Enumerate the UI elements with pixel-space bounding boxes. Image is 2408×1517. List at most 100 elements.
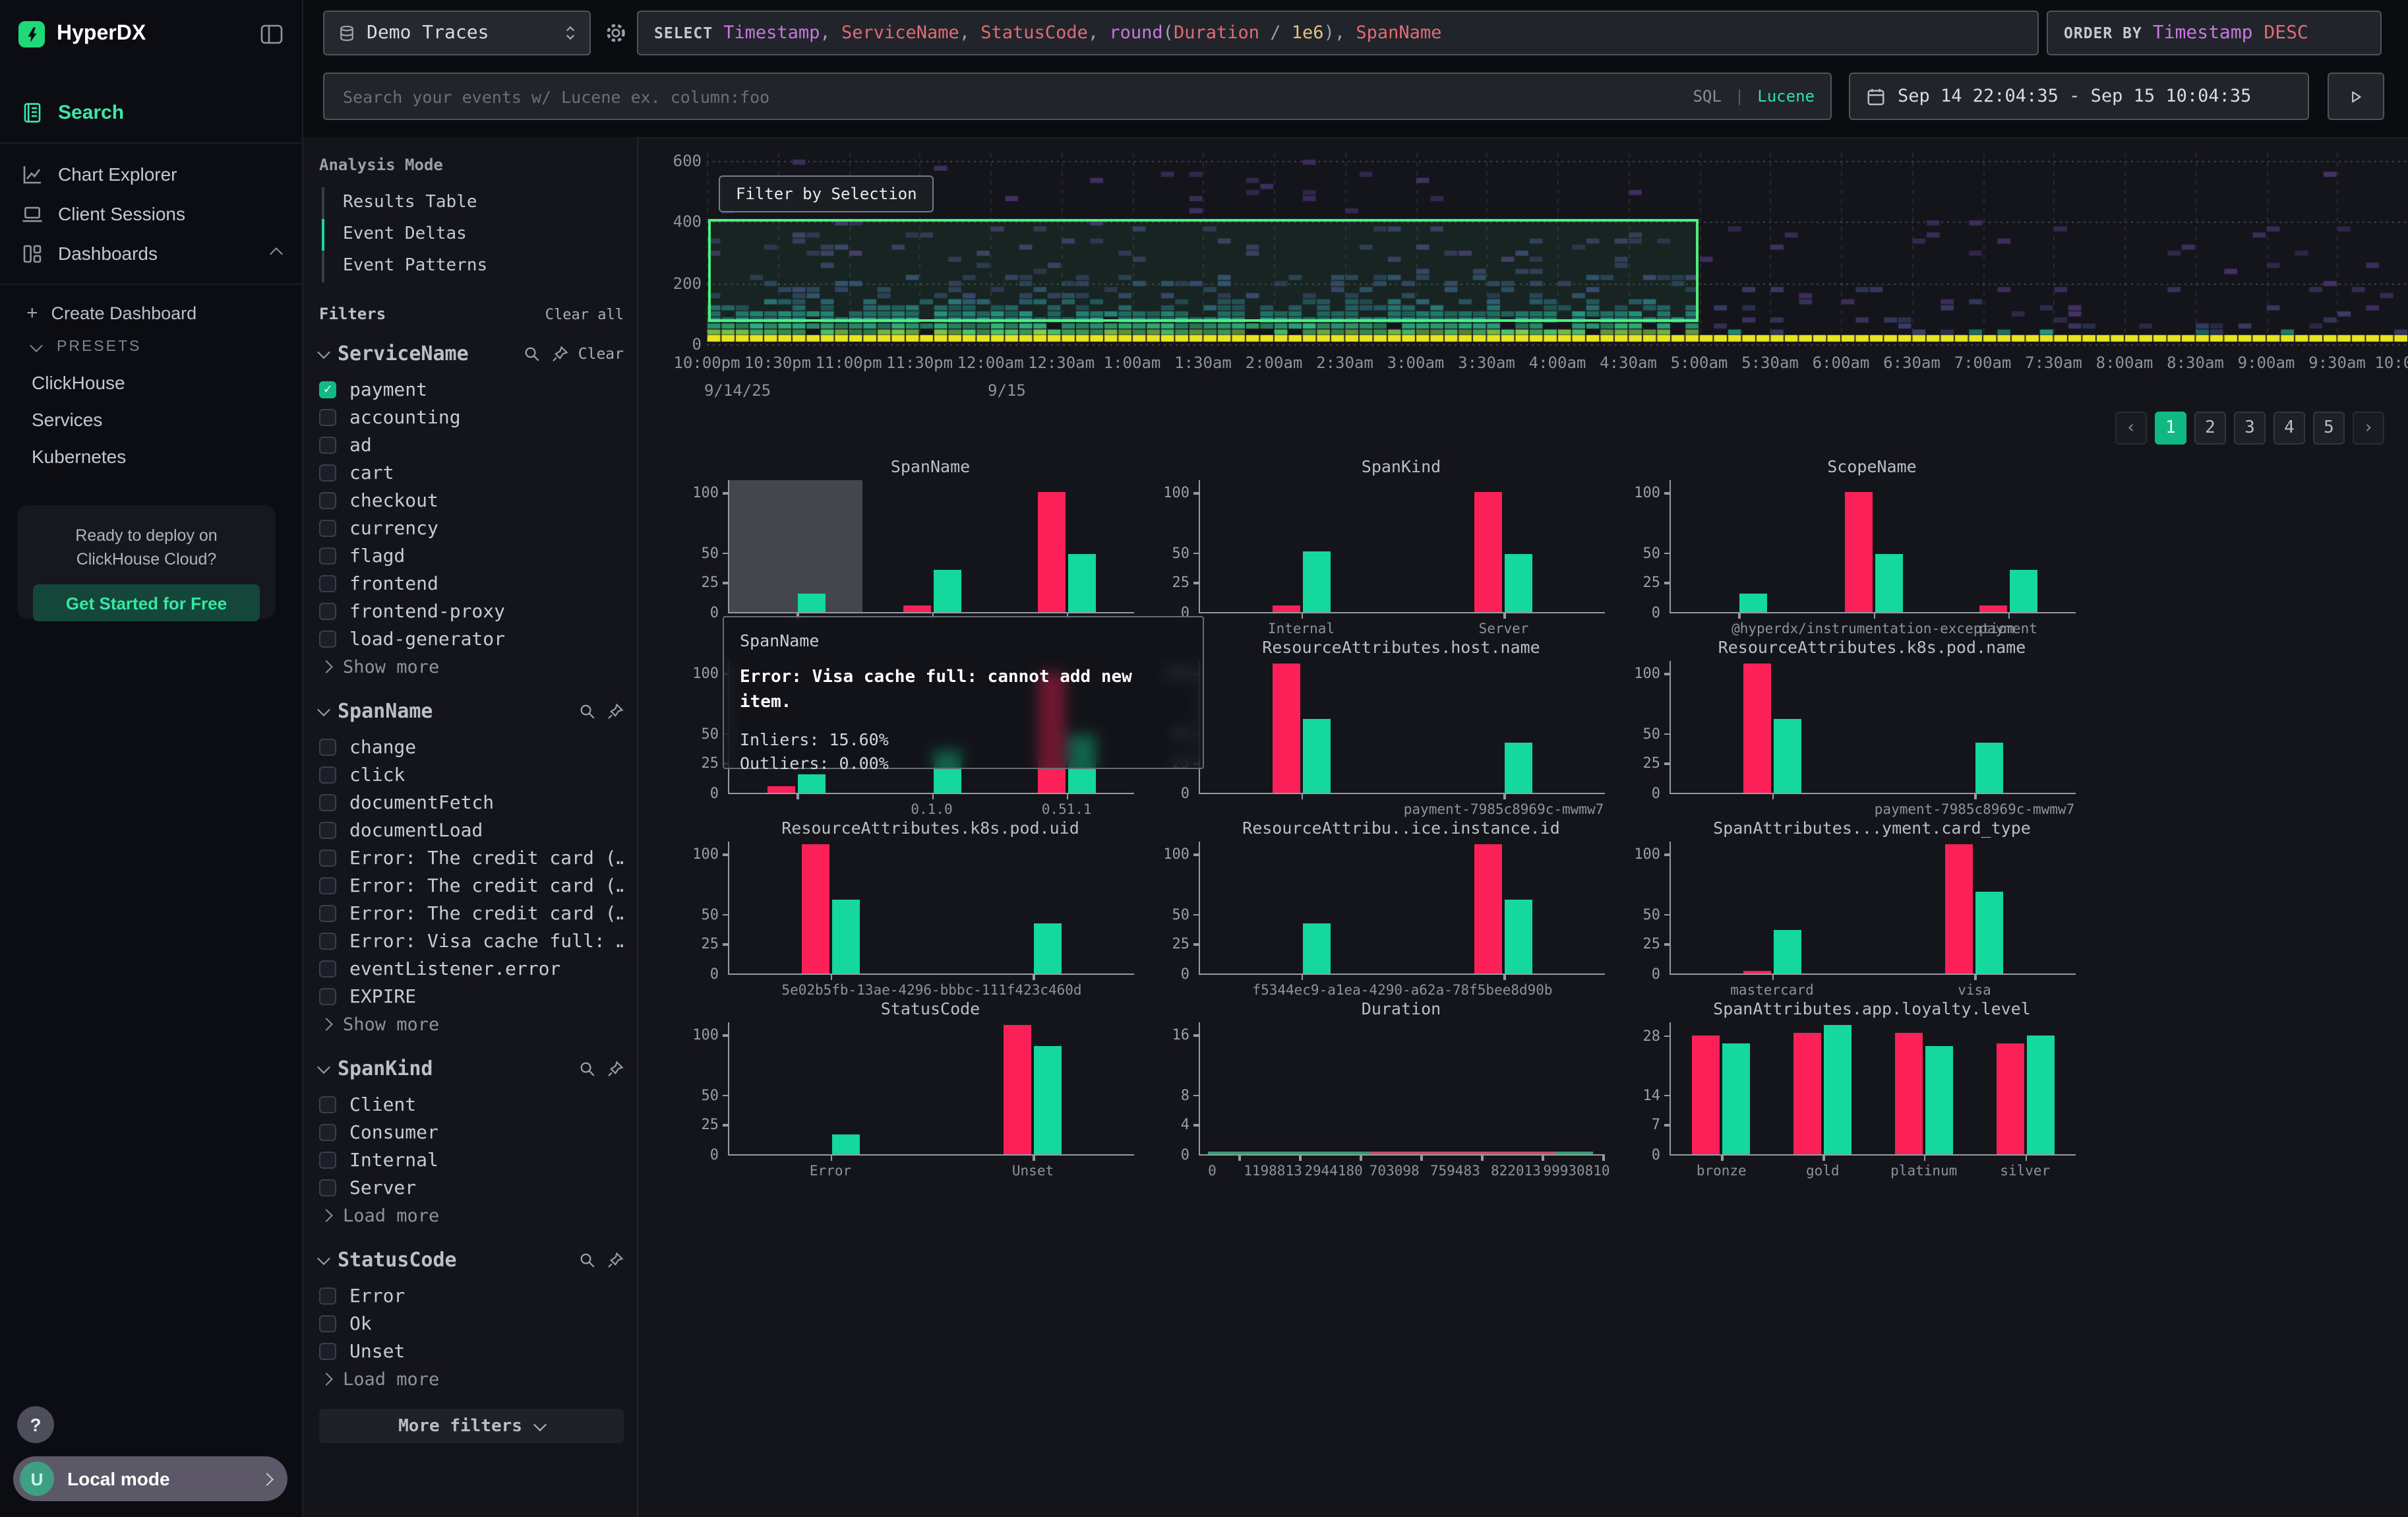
get-started-button[interactable]: Get Started for Free bbox=[33, 584, 260, 622]
delta-chart-spanattributes-yment-card-type[interactable]: SpanAttributes...yment.card_type 100 50 25 0… bbox=[1617, 818, 2088, 999]
filter-option[interactable]: click bbox=[319, 761, 624, 789]
checkbox[interactable] bbox=[319, 1152, 336, 1169]
filter-option[interactable]: Server bbox=[319, 1174, 624, 1202]
pagination-page-4[interactable]: 4 bbox=[2273, 412, 2305, 445]
source-select[interactable]: Demo Traces bbox=[323, 11, 591, 55]
filter-option[interactable]: change bbox=[319, 733, 624, 761]
delta-chart-spankind[interactable]: SpanKind 100 50 25 0 Internal Server bbox=[1146, 456, 1617, 637]
delta-chart-scopename[interactable]: ScopeName 100 50 25 0 @hyperdx/instrumentatio… bbox=[1617, 456, 2088, 637]
sidebar-item-services[interactable]: Services bbox=[0, 401, 302, 438]
filter-option[interactable]: documentLoad bbox=[319, 817, 624, 844]
filter-group-show-more[interactable]: Show more bbox=[319, 1010, 624, 1038]
filter-option[interactable]: EXPIRE bbox=[319, 983, 624, 1010]
filter-option[interactable]: Internal bbox=[319, 1146, 624, 1174]
checkbox[interactable] bbox=[319, 960, 336, 977]
clear-all-button[interactable]: Clear all bbox=[545, 305, 624, 323]
sidebar-item-clickhouse[interactable]: ClickHouse bbox=[0, 364, 302, 401]
sidebar-item-chart-explorer[interactable]: Chart Explorer bbox=[0, 154, 302, 194]
pin-icon[interactable] bbox=[607, 702, 624, 720]
delta-chart-resourceattribu-ice-instance-id[interactable]: ResourceAttribu..ice.instance.id 100 50 25 0… bbox=[1146, 818, 1617, 999]
heatmap-selection-box[interactable] bbox=[708, 219, 1699, 322]
checkbox[interactable] bbox=[319, 631, 336, 648]
filter-option[interactable]: Error: The credit card (… bbox=[319, 872, 624, 900]
filter-group-header-spanname[interactable]: SpanName bbox=[317, 698, 624, 724]
filter-group-header-spankind[interactable]: SpanKind bbox=[317, 1055, 624, 1082]
checkbox[interactable] bbox=[319, 766, 336, 784]
checkbox[interactable] bbox=[319, 547, 336, 565]
filter-option[interactable]: Client bbox=[319, 1091, 624, 1119]
filter-group-load-more[interactable]: Load more bbox=[319, 1202, 624, 1229]
delta-chart-duration[interactable]: Duration 16 8 4 0 0 1198813 2944180 703098 759483… bbox=[1146, 999, 1617, 1179]
filter-option[interactable]: frontend-proxy bbox=[319, 598, 624, 625]
time-range-picker[interactable]: Sep 14 22:04:35 - Sep 15 10:04:35 bbox=[1849, 73, 2309, 120]
delta-chart-resourceattributes-k8s-pod-name[interactable]: ResourceAttributes.k8s.pod.name 100 50 25 0 p… bbox=[1617, 637, 2088, 818]
filter-option[interactable]: Error: The credit card (… bbox=[319, 900, 624, 927]
checkbox[interactable] bbox=[319, 1179, 336, 1196]
filter-option[interactable]: Error: The credit card (… bbox=[319, 844, 624, 872]
filter-option[interactable]: Error: Visa cache full: … bbox=[319, 927, 624, 955]
checkbox[interactable] bbox=[319, 492, 336, 509]
run-query-button[interactable] bbox=[2328, 73, 2384, 120]
filter-option[interactable]: load-generator bbox=[319, 625, 624, 653]
user-menu[interactable]: U Local mode bbox=[13, 1456, 287, 1501]
filter-option[interactable]: cart bbox=[319, 459, 624, 487]
search-icon[interactable] bbox=[579, 1060, 596, 1077]
pin-icon[interactable] bbox=[607, 1251, 624, 1268]
checkbox[interactable] bbox=[319, 794, 336, 811]
sidebar-item-dashboards[interactable]: Dashboards bbox=[0, 233, 302, 273]
sidebar-collapse-icon[interactable] bbox=[260, 24, 284, 45]
order-by-input[interactable]: ORDER BY Timestamp DESC bbox=[2047, 11, 2382, 55]
mode-sql[interactable]: SQL bbox=[1693, 87, 1722, 106]
checkbox[interactable] bbox=[319, 603, 336, 620]
mode-lucene[interactable]: Lucene bbox=[1757, 87, 1815, 106]
search-icon[interactable] bbox=[579, 1251, 596, 1268]
filter-option[interactable]: ✓ payment bbox=[319, 376, 624, 404]
filter-group-header-servicename[interactable]: ServiceName Clear bbox=[317, 340, 624, 367]
pagination-next-button[interactable]: › bbox=[2353, 412, 2384, 445]
checkbox[interactable] bbox=[319, 409, 336, 426]
search-icon[interactable] bbox=[524, 345, 541, 362]
filter-option[interactable]: documentFetch bbox=[319, 789, 624, 817]
delta-chart-statuscode[interactable]: StatusCode 100 50 25 0 Error Unset bbox=[675, 999, 1146, 1179]
delta-chart-resourceattributes-k8s-pod-uid[interactable]: ResourceAttributes.k8s.pod.uid 100 50 25 0 5e… bbox=[675, 818, 1146, 999]
sidebar-item-search[interactable]: Search bbox=[0, 92, 302, 132]
delta-chart-spanname[interactable]: SpanName 100 50 25 0 bbox=[675, 456, 1146, 637]
checkbox[interactable] bbox=[319, 739, 336, 756]
create-dashboard-button[interactable]: + Create Dashboard bbox=[0, 295, 302, 330]
delta-chart-spanattributes-app-loyalty-level[interactable]: SpanAttributes.app.loyalty.level 28 14 7 0 br… bbox=[1617, 999, 2088, 1179]
search-icon[interactable] bbox=[579, 702, 596, 720]
filter-group-header-statuscode[interactable]: StatusCode bbox=[317, 1247, 624, 1273]
checkbox[interactable]: ✓ bbox=[319, 381, 336, 398]
gear-icon[interactable] bbox=[604, 21, 628, 45]
checkbox[interactable] bbox=[319, 905, 336, 922]
filter-option[interactable]: Unset bbox=[319, 1338, 624, 1365]
pagination-page-1[interactable]: 1 bbox=[2155, 412, 2186, 445]
analysis-mode-option[interactable]: Results Table bbox=[322, 187, 624, 219]
checkbox[interactable] bbox=[319, 877, 336, 894]
checkbox[interactable] bbox=[319, 437, 336, 454]
pagination-page-2[interactable]: 2 bbox=[2194, 412, 2226, 445]
filter-option[interactable]: accounting bbox=[319, 404, 624, 431]
pagination-page-5[interactable]: 5 bbox=[2313, 412, 2345, 445]
analysis-mode-option[interactable]: Event Deltas bbox=[322, 219, 624, 251]
search-input[interactable] bbox=[340, 85, 1680, 108]
filter-group-show-more[interactable]: Show more bbox=[319, 653, 624, 681]
filter-option[interactable]: Ok bbox=[319, 1310, 624, 1338]
checkbox[interactable] bbox=[319, 1124, 336, 1141]
filter-option[interactable]: currency bbox=[319, 514, 624, 542]
checkbox[interactable] bbox=[319, 520, 336, 537]
filter-option[interactable]: flagd bbox=[319, 542, 624, 570]
checkbox[interactable] bbox=[319, 850, 336, 867]
checkbox[interactable] bbox=[319, 933, 336, 950]
pagination-prev-button[interactable]: ‹ bbox=[2115, 412, 2147, 445]
pagination-page-3[interactable]: 3 bbox=[2234, 412, 2266, 445]
select-query-input[interactable]: SELECT Timestamp, ServiceName, StatusCod… bbox=[637, 11, 2039, 55]
events-heatmap[interactable] bbox=[707, 148, 2408, 346]
more-filters-button[interactable]: More filters bbox=[319, 1409, 624, 1443]
pin-icon[interactable] bbox=[552, 345, 569, 362]
sidebar-item-client-sessions[interactable]: Client Sessions bbox=[0, 194, 302, 233]
checkbox[interactable] bbox=[319, 822, 336, 839]
delta-chart-resourceattributes-host-name[interactable]: ResourceAttributes.host.name10050250paym… bbox=[1146, 637, 1617, 818]
filter-option[interactable]: Error bbox=[319, 1282, 624, 1310]
pin-icon[interactable] bbox=[607, 1060, 624, 1077]
